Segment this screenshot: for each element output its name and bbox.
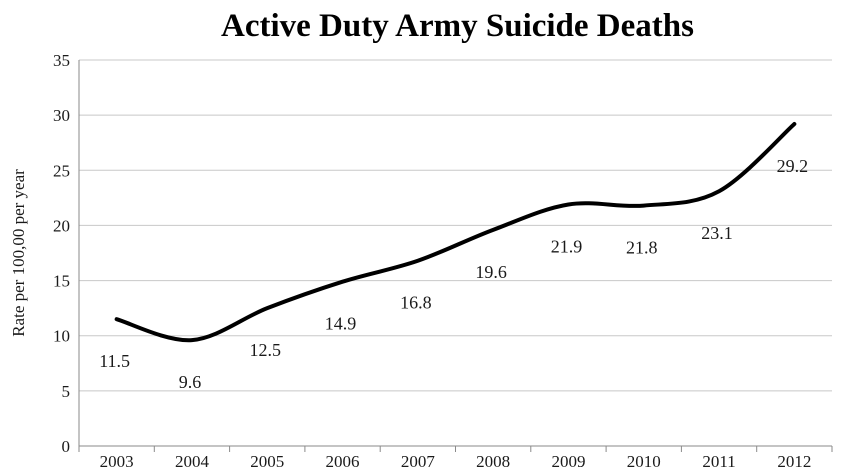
x-tick-label: 2009	[551, 452, 585, 469]
x-tick-label: 2007	[401, 452, 436, 469]
y-axis-ticks: 0 5 10 15 20 25 30 35	[53, 51, 70, 456]
data-label: 21.8	[626, 238, 658, 258]
data-label: 21.9	[551, 236, 583, 256]
data-label: 29.2	[777, 156, 809, 176]
series	[114, 121, 797, 343]
x-axis-ticks: 2003 2004 2005 2006 2007 2008 2009 2010 2011 2012	[100, 452, 812, 469]
axes	[78, 60, 833, 452]
data-label: 12.5	[250, 340, 282, 360]
y-tick-label: 30	[53, 106, 70, 125]
data-label: 19.6	[475, 262, 507, 282]
x-tick-label: 2012	[777, 452, 811, 469]
chart-title: Active Duty Army Suicide Deaths	[221, 8, 694, 44]
x-tick-label: 2008	[476, 452, 510, 469]
x-tick-label: 2010	[627, 452, 661, 469]
data-label: 11.5	[99, 351, 130, 371]
data-label: 9.6	[179, 372, 202, 392]
x-tick-label: 2011	[702, 452, 735, 469]
x-tick-label: 2004	[175, 452, 210, 469]
y-tick-label: 25	[53, 161, 70, 180]
data-label: 14.9	[325, 314, 357, 334]
x-tick-label: 2003	[100, 452, 134, 469]
y-tick-label: 5	[62, 382, 71, 401]
y-axis-label: Rate per 100,00 per year	[9, 169, 28, 337]
x-tick-label: 2005	[250, 452, 284, 469]
data-labels: 11.5 9.6 12.5 14.9 16.8 19.6 21.9 21.8 23.1 29.2	[99, 156, 808, 392]
y-tick-label: 20	[53, 216, 70, 235]
data-label: 16.8	[400, 293, 432, 313]
y-tick-label: 35	[53, 51, 70, 70]
y-tick-label: 15	[53, 272, 70, 291]
series-line	[114, 121, 797, 343]
y-tick-label: 0	[62, 437, 71, 456]
y-tick-label: 10	[53, 327, 70, 346]
x-tick-label: 2006	[326, 452, 360, 469]
data-label: 23.1	[701, 223, 733, 243]
